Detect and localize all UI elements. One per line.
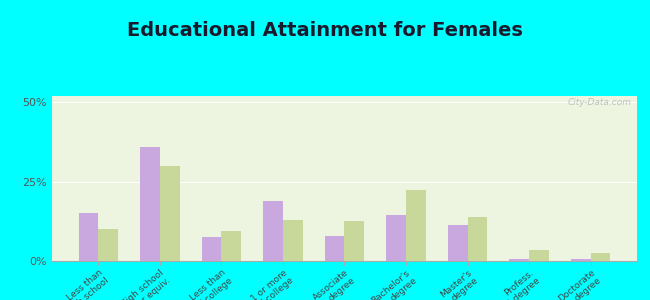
Bar — [79, 213, 98, 261]
Text: Educational Attainment for Females: Educational Attainment for Females — [127, 21, 523, 40]
Bar — [510, 260, 529, 261]
Bar — [344, 221, 364, 261]
Bar — [202, 237, 222, 261]
Bar — [467, 217, 488, 261]
Bar — [529, 250, 549, 261]
Bar — [222, 231, 241, 261]
Bar — [448, 224, 467, 261]
Bar — [98, 229, 118, 261]
Text: City-Data.com: City-Data.com — [567, 98, 631, 106]
Bar — [386, 215, 406, 261]
Bar — [140, 147, 160, 261]
Bar — [283, 220, 303, 261]
Bar — [571, 260, 591, 261]
Bar — [325, 236, 344, 261]
Bar — [160, 166, 179, 261]
Bar — [591, 253, 610, 261]
Bar — [263, 201, 283, 261]
Bar — [406, 190, 426, 261]
